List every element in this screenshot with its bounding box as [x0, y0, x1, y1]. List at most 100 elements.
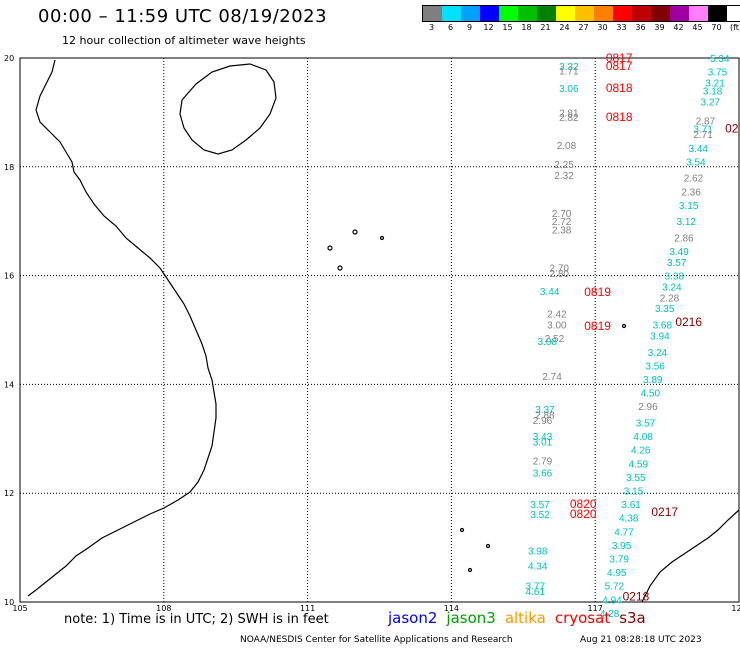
pass-time-label: 0817	[606, 59, 633, 73]
wave-height-label: 3.98	[528, 546, 548, 557]
island-marker	[459, 527, 465, 533]
legend-swatch	[499, 6, 518, 21]
wave-height-label: 2.08	[557, 141, 577, 152]
wave-height-label: 3.75	[708, 68, 728, 79]
pass-time-label: 0819	[584, 285, 611, 299]
legend-swatch	[613, 6, 632, 21]
wave-height-label: 2.79	[533, 457, 553, 468]
chart-title: 00:00 – 11:59 UTC 08/19/2023	[38, 6, 328, 27]
wave-height-label: 2.80	[550, 269, 570, 280]
wave-height-label: 3.49	[669, 247, 689, 258]
wave-height-label: 2.88	[535, 410, 555, 421]
lon-tick-label: 114	[444, 604, 459, 613]
legend-tick-label: 21	[540, 23, 551, 32]
lon-tick-label: 108	[156, 604, 171, 613]
legend-tick-label: 3	[428, 23, 435, 32]
lon-tick-label: 105	[12, 604, 27, 613]
footer-note: note: 1) Time is in UTC; 2) SWH is in fe…	[64, 612, 329, 627]
wave-height-label: 3.66	[533, 469, 553, 480]
wave-height-label: 2.74	[542, 372, 562, 383]
generation-timestamp: Aug 21 08:28:18 UTC 2023	[580, 635, 702, 645]
wave-height-label: 3.01	[533, 438, 553, 449]
borneo-palawan-coastline	[641, 509, 740, 603]
legend-swatch	[442, 6, 461, 21]
legend-swatch-row	[422, 5, 740, 22]
legend-tick-label: 30	[597, 23, 608, 32]
wave-height-label: 3.89	[643, 375, 663, 386]
legend-swatch	[518, 6, 537, 21]
wave-height-label: 4.08	[633, 432, 653, 443]
wave-height-label: 3.18	[703, 87, 723, 98]
wave-height-label: 3.79	[609, 554, 629, 565]
wave-height-label: 3.71	[693, 125, 713, 136]
wave-height-label: 3.12	[677, 217, 697, 228]
wave-height-label: 2.28	[660, 293, 680, 304]
satellite-legend-jason3: jason3	[446, 609, 496, 627]
legend-tick-label: 18	[521, 23, 532, 32]
wave-height-label: 2.62	[684, 174, 704, 185]
wave-height-label: 4.95	[607, 568, 627, 579]
chart-subtitle: 12 hour collection of altimeter wave hei…	[62, 34, 306, 47]
wave-height-label: 2.82	[559, 113, 579, 124]
wave-height-label: 3.95	[612, 541, 632, 552]
wave-height-label: 2.70	[550, 263, 570, 274]
wave-height-label: 2.38	[552, 225, 572, 236]
wave-height-label: 5.72	[605, 582, 625, 593]
legend-swatch	[556, 6, 575, 21]
legend-tick-label: 36	[635, 23, 646, 32]
wave-height-label: 4.26	[631, 446, 651, 457]
wave-height-label: 3.06	[559, 84, 579, 95]
lon-tick-label: 117	[588, 604, 603, 613]
pass-time-label: 02	[725, 122, 739, 136]
legend-tick-label: 12	[483, 23, 494, 32]
satellite-legend: jason2 jason3 altika cryosat s3a	[388, 609, 655, 627]
wave-height-label: 3.32	[559, 62, 579, 73]
wave-height-label: 2.42	[547, 310, 567, 321]
wave-height-label: 4.61	[526, 587, 546, 598]
legend-tick-label: 24	[559, 23, 570, 32]
axis-ticks: 105 108 111 114 117 120 20 18 16 14 12 10	[4, 54, 740, 613]
legend-swatch	[423, 6, 442, 21]
legend-tick-label: 39	[654, 23, 665, 32]
wave-height-label: 3.55	[626, 473, 646, 484]
wave-height-label: 3.94	[650, 331, 670, 342]
legend-tick-label: 45	[692, 23, 703, 32]
island-marker	[621, 323, 627, 329]
pass-time-label: 0819	[584, 319, 611, 333]
wave-height-label: 3.38	[665, 272, 685, 283]
pass-time-label: 0817	[606, 51, 633, 65]
legend-tick-label: 42	[673, 23, 684, 32]
satellite-legend-s3a: s3a	[619, 609, 646, 627]
wave-height-label: 2.86	[674, 234, 694, 245]
legend-unit: (ft)	[729, 23, 740, 32]
legend-tick-label: 27	[578, 23, 589, 32]
island-marker	[352, 229, 358, 235]
wave-height-label: 3.68	[653, 321, 673, 332]
coastlines	[27, 59, 740, 603]
legend-swatch	[632, 6, 651, 21]
wave-height-label: 4.34	[528, 562, 548, 573]
wave-height-label: 4.59	[629, 459, 649, 470]
lat-tick-label: 12	[4, 489, 14, 498]
wave-height-label: 3.35	[655, 304, 675, 315]
graticule	[20, 58, 739, 602]
wave-height-label: 3.00	[547, 321, 567, 332]
wave-height-label: 3.57	[636, 418, 656, 429]
wave-height-label: 2.25	[554, 160, 574, 171]
wave-height-label: 3.61	[621, 500, 641, 511]
pass-time-label: 0818	[606, 110, 633, 124]
lon-tick-label: 111	[300, 604, 315, 613]
wave-height-label: 4.94	[602, 595, 622, 606]
legend-swatch	[480, 6, 499, 21]
credit-line: NOAA/NESDIS Center for Satellite Applica…	[240, 635, 513, 645]
wave-height-label: 2.36	[681, 187, 701, 198]
wave-height-label: 2.32	[554, 171, 574, 182]
hainan-coastline	[179, 63, 277, 155]
wave-height-label: 3.44	[689, 144, 709, 155]
legend-tick-label: 33	[616, 23, 627, 32]
wave-height-label: 4.38	[619, 514, 639, 525]
pass-time-label: 0818	[606, 81, 633, 95]
